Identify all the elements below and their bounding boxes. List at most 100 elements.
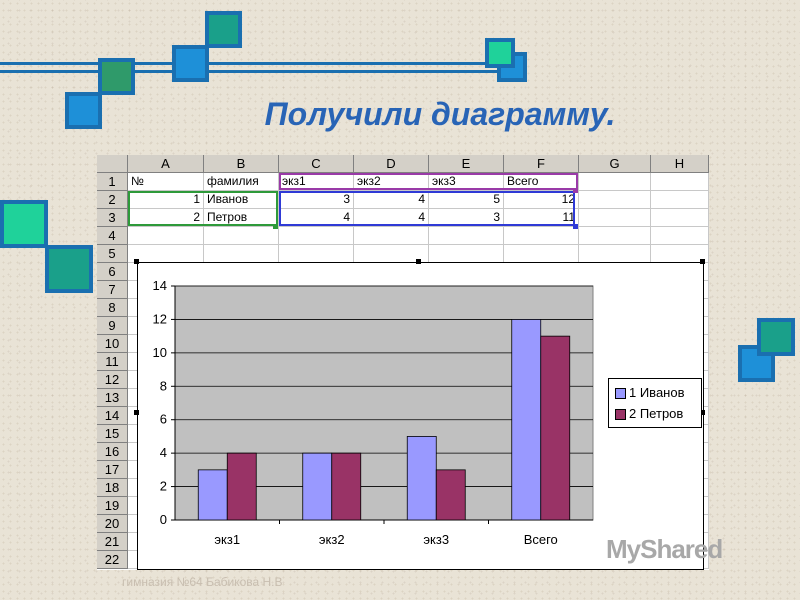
empty-cell[interactable]: [354, 227, 429, 245]
row-header-15[interactable]: 15: [97, 425, 128, 443]
empty-cell[interactable]: [579, 191, 651, 209]
empty-cell[interactable]: [579, 173, 651, 191]
y-tick-label: 2: [160, 479, 167, 494]
chart-resize-handle[interactable]: [416, 259, 421, 264]
decor-square: [98, 58, 135, 95]
row-header-18[interactable]: 18: [97, 479, 128, 497]
chart-resize-handle[interactable]: [134, 410, 139, 415]
row-header-5[interactable]: 5: [97, 245, 128, 263]
slide-title: Получили диаграмму.: [264, 96, 616, 132]
row-header-7[interactable]: 7: [97, 281, 128, 299]
cell-c2[interactable]: 3: [279, 191, 354, 209]
y-tick-label: 14: [153, 278, 167, 293]
row-header-2[interactable]: 2: [97, 191, 128, 209]
legend-label-ivanov: 1 Иванов: [629, 385, 685, 400]
cell-b1[interactable]: фамилия: [204, 173, 279, 191]
selection-range-values: [279, 191, 575, 226]
corner-cell[interactable]: [97, 155, 128, 173]
watermark-text: MyShared: [606, 534, 723, 564]
cell-e3[interactable]: 3: [429, 209, 504, 227]
legend-item-petrov: 2 Петров: [615, 406, 683, 421]
cell-b3[interactable]: Петров: [204, 209, 279, 227]
empty-cell[interactable]: [204, 227, 279, 245]
empty-cell[interactable]: [651, 209, 709, 227]
cell-c1[interactable]: экз1: [279, 173, 354, 191]
cell-d3[interactable]: 4: [354, 209, 429, 227]
column-header-g[interactable]: G: [579, 155, 651, 173]
row-header-10[interactable]: 10: [97, 335, 128, 353]
decor-square: [485, 38, 515, 68]
row-header-17[interactable]: 17: [97, 461, 128, 479]
range-handle[interactable]: [273, 224, 278, 229]
empty-cell[interactable]: [651, 227, 709, 245]
selection-range-headers: [279, 173, 578, 190]
decor-square: [0, 200, 48, 248]
cell-e2[interactable]: 5: [429, 191, 504, 209]
row-header-3[interactable]: 3: [97, 209, 128, 227]
chart-resize-handle[interactable]: [700, 259, 705, 264]
row-header-19[interactable]: 19: [97, 497, 128, 515]
row-header-14[interactable]: 14: [97, 407, 128, 425]
column-header-d[interactable]: D: [354, 155, 429, 173]
selection-range-names: [128, 191, 278, 226]
range-handle[interactable]: [573, 224, 578, 229]
cell-d1[interactable]: экз2: [354, 173, 429, 191]
empty-cell[interactable]: [651, 191, 709, 209]
cell-a1[interactable]: №: [128, 173, 204, 191]
cell-b2[interactable]: Иванов: [204, 191, 279, 209]
column-header-c[interactable]: C: [279, 155, 354, 173]
slide-footer: гимназия №64 Бабикова Н.В: [122, 575, 283, 589]
row-header-20[interactable]: 20: [97, 515, 128, 533]
watermark-logo: MyShared: [606, 534, 723, 565]
empty-cell[interactable]: [504, 227, 579, 245]
row-header-8[interactable]: 8: [97, 299, 128, 317]
range-handle[interactable]: [573, 188, 578, 193]
row-header-1[interactable]: 1: [97, 173, 128, 191]
decor-square: [205, 11, 242, 48]
empty-cell[interactable]: [579, 209, 651, 227]
decor-line-top: [0, 62, 500, 65]
empty-cell[interactable]: [128, 227, 204, 245]
row-header-6[interactable]: 6: [97, 263, 128, 281]
empty-cell[interactable]: [579, 227, 651, 245]
empty-cell[interactable]: [429, 227, 504, 245]
decor-square: [172, 45, 209, 82]
row-header-4[interactable]: 4: [97, 227, 128, 245]
chart-resize-handle[interactable]: [134, 259, 139, 264]
cell-f1[interactable]: Всего: [504, 173, 579, 191]
row-header-12[interactable]: 12: [97, 371, 128, 389]
column-header-b[interactable]: B: [204, 155, 279, 173]
decor-line-top-2: [0, 70, 500, 73]
x-tick-label: экз1: [214, 532, 240, 547]
bar-petrov-4: [540, 335, 571, 521]
legend-swatch-petrov: [615, 409, 626, 421]
cell-d2[interactable]: 4: [354, 191, 429, 209]
y-tick-label: 8: [160, 378, 167, 393]
empty-cell[interactable]: [279, 227, 354, 245]
x-tick-label: Всего: [524, 532, 558, 547]
column-header-e[interactable]: E: [429, 155, 504, 173]
cell-a3[interactable]: 2: [128, 209, 204, 227]
row-header-11[interactable]: 11: [97, 353, 128, 371]
bar-petrov-1: [226, 452, 257, 521]
row-header-13[interactable]: 13: [97, 389, 128, 407]
cell-c3[interactable]: 4: [279, 209, 354, 227]
chart-resize-handle[interactable]: [700, 410, 705, 415]
empty-cell[interactable]: [651, 173, 709, 191]
column-header-f[interactable]: F: [504, 155, 579, 173]
decor-square: [45, 245, 93, 293]
row-header-21[interactable]: 21: [97, 533, 128, 551]
cell-f2[interactable]: 12: [504, 191, 579, 209]
cell-f3[interactable]: 11: [504, 209, 579, 227]
column-header-a[interactable]: A: [128, 155, 204, 173]
column-header-h[interactable]: H: [651, 155, 709, 173]
row-header-22[interactable]: 22: [97, 551, 128, 569]
row-header-16[interactable]: 16: [97, 443, 128, 461]
cell-a2[interactable]: 1: [128, 191, 204, 209]
y-tick-label: 6: [160, 412, 167, 427]
bar-petrov-2: [331, 452, 362, 521]
chart-legend[interactable]: 1 Иванов 2 Петров: [608, 378, 702, 428]
cell-e1[interactable]: экз3: [429, 173, 504, 191]
row-header-9[interactable]: 9: [97, 317, 128, 335]
